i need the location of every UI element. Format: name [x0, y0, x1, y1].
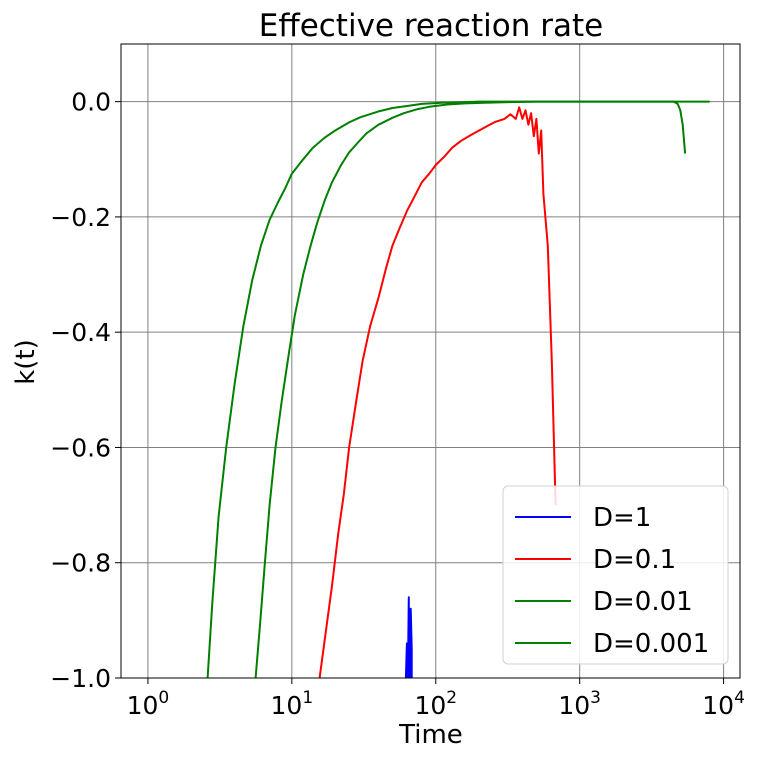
y-tick-label: −0.2 [50, 203, 111, 232]
legend-label: D=0.1 [593, 545, 676, 575]
legend-box [502, 485, 729, 665]
y-axis-label: k(t) [11, 339, 41, 385]
y-tick-label: 0.0 [71, 88, 111, 117]
chart-title: Effective reaction rate [259, 8, 603, 44]
series-line-0 [404, 596, 413, 678]
y-tick-label: −1.0 [50, 664, 111, 693]
series-line-3 [206, 100, 710, 678]
axes-frame [120, 43, 741, 679]
x-tick-label: 101 [271, 688, 314, 720]
legend-label: D=0.001 [593, 629, 709, 659]
x-tick-label: 103 [558, 688, 601, 720]
x-tick-label: 104 [702, 688, 745, 720]
y-tick-label: −0.8 [50, 549, 111, 578]
legend: D=1 D=0.1 D=0.01 D=0.001 [502, 485, 729, 665]
y-tick-label: −0.4 [50, 318, 111, 347]
x-tick-label: 100 [127, 688, 170, 720]
x-axis-label: Time [398, 720, 463, 750]
plot-area [206, 100, 710, 678]
legend-label: D=0.01 [593, 587, 693, 617]
series-line-1 [318, 106, 557, 678]
y-tick-label: −0.6 [50, 433, 111, 462]
legend-label: D=1 [593, 503, 651, 533]
ticks: 100 101 102 103 104 0.0 −0.2 −0.4 −0.6 −0.8 −1.0 [50, 88, 745, 720]
x-tick-label: 102 [414, 688, 457, 720]
